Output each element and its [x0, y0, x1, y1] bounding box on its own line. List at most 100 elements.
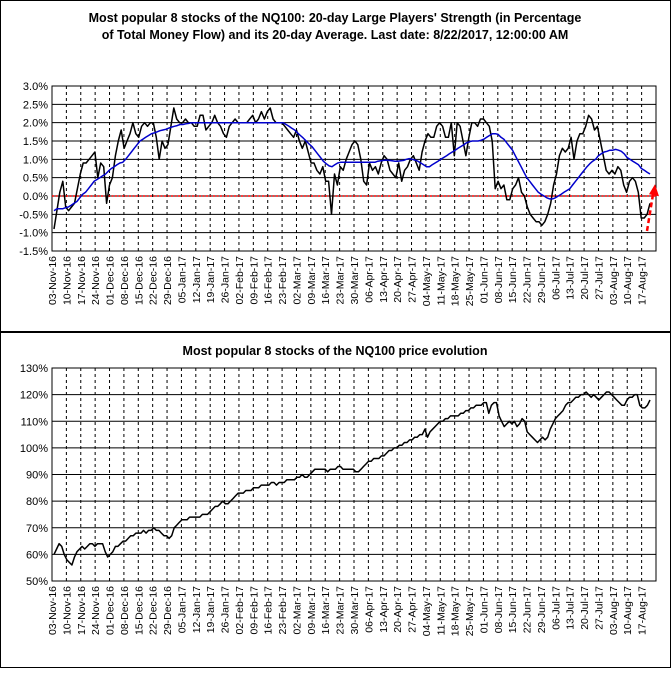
- bottom-x-tick-label: 19-Jan-17: [205, 586, 217, 633]
- bottom-x-tick-label: 13-Apr-17: [378, 586, 390, 633]
- top-x-tick-label: 01-Dec-16: [105, 256, 117, 305]
- top-plot-border: [51, 85, 657, 252]
- top-x-tick-label: 17-Nov-16: [76, 256, 88, 305]
- bottom-x-tick-label: 27-Jul-17: [593, 586, 605, 630]
- bottom-y-tick-label: 90%: [26, 470, 48, 482]
- bottom-x-tick-label: 09-Mar-17: [306, 586, 318, 635]
- top-x-tick-label: 06-Jul-17: [550, 256, 562, 300]
- top-x-tick-label: 16-Mar-17: [320, 256, 332, 305]
- top-y-tick-label: 2.5%: [23, 99, 48, 111]
- top-plot-area: -1.5% -1.0% -0.5% 0.0% 0.5% 1.0% 1.5% 2.0% 2.5% 3…: [19, 81, 659, 306]
- top-y-tick-label: 0.5%: [23, 173, 48, 185]
- bottom-x-tick-label: 29-Jun-17: [536, 586, 548, 633]
- bottom-x-tick-label: 23-Feb-17: [277, 586, 289, 635]
- top-x-tick-label: 09-Feb-17: [248, 256, 260, 305]
- top-x-tick-label: 26-Jan-17: [220, 256, 232, 303]
- bottom-x-tick-label: 13-Jul-17: [565, 586, 577, 630]
- bottom-x-tick-label: 22-Jun-17: [522, 586, 534, 633]
- bottom-y-tick-label: 60%: [26, 549, 48, 561]
- top-x-tick-label: 16-Feb-17: [263, 256, 275, 305]
- bottom-y-tick-label: 110%: [21, 416, 49, 428]
- bottom-x-tick-label: 01-Dec-16: [105, 586, 117, 635]
- top-x-tick-label: 10-Nov-16: [61, 256, 73, 305]
- bottom-x-tick-label: 16-Mar-17: [320, 586, 332, 635]
- bottom-x-tick-label: 20-Apr-17: [392, 586, 404, 633]
- bottom-x-tick-label: 04-May-17: [421, 586, 433, 636]
- bottom-x-tick-label: 17-Aug-17: [637, 586, 649, 635]
- top-x-tick-label: 06-Apr-17: [363, 256, 375, 303]
- top-y-tick-label: 2.0%: [23, 118, 48, 130]
- bottom-x-tick-label: 06-Jul-17: [550, 586, 562, 630]
- top-x-tick-label: 02-Feb-17: [234, 256, 246, 305]
- top-x-tick-label: 10-Aug-17: [622, 256, 634, 305]
- top-x-tick-label: 04-May-17: [421, 256, 433, 306]
- top-x-tick-label: 12-Jan-17: [191, 256, 203, 303]
- bottom-y-tick-label: 120%: [20, 390, 48, 402]
- bottom-x-tick-label: 01-Jun-17: [478, 586, 490, 633]
- top-x-tick-label: 30-Mar-17: [349, 256, 361, 305]
- top-x-tick-label: 08-Jun-17: [493, 256, 505, 303]
- bottom-x-tick-label: 30-Mar-17: [349, 586, 361, 635]
- bottom-x-tick-label: 11-May-17: [435, 586, 447, 636]
- top-trend-arrow-head: [649, 184, 659, 197]
- top-x-tick-label: 02-Mar-17: [291, 256, 303, 305]
- top-y-tick-label: -1.0%: [19, 228, 48, 240]
- bottom-x-tick-label: 27-Apr-17: [407, 586, 419, 633]
- top-x-tick-label: 20-Jul-17: [579, 256, 591, 300]
- bottom-x-tick-label: 22-Dec-16: [148, 586, 160, 635]
- top-x-tick-label: 23-Mar-17: [335, 256, 347, 305]
- top-y-tick-label: 0.0%: [23, 191, 48, 203]
- top-x-tick-label: 18-May-17: [450, 256, 462, 306]
- bottom-y-tick-label: 130%: [20, 363, 48, 375]
- bottom-x-tick-label: 09-Feb-17: [248, 586, 260, 635]
- bottom-x-tick-label: 29-Dec-16: [162, 586, 174, 635]
- bottom-x-tick-label: 15-Dec-16: [133, 586, 145, 635]
- top-x-tick-label: 27-Jul-17: [593, 256, 605, 300]
- top-x-tick-label: 03-Nov-16: [47, 256, 59, 305]
- bottom-x-tick-label: 08-Dec-16: [119, 586, 131, 635]
- bottom-x-tick-label: 23-Mar-17: [335, 586, 347, 635]
- top-chart-title-line1: Most popular 8 stocks of the NQ100: 20-d…: [89, 11, 582, 25]
- bottom-series-line-0: [53, 391, 651, 566]
- top-series-line-1: [53, 121, 651, 212]
- top-x-tick-label: 13-Apr-17: [378, 256, 390, 303]
- top-x-tick-label: 24-Nov-16: [90, 256, 102, 305]
- top-y-tick-label: -0.5%: [19, 209, 48, 221]
- bottom-x-tick-label: 06-Apr-17: [363, 586, 375, 633]
- bottom-chart-frame: [0, 332, 671, 668]
- bottom-x-tick-label: 12-Jan-17: [191, 586, 203, 633]
- bottom-x-tick-label: 25-May-17: [464, 586, 476, 636]
- top-x-tick-label: 20-Apr-17: [392, 256, 404, 303]
- top-chart-title-line2: of Total Money Flow) and its 20-day Aver…: [102, 28, 569, 42]
- bottom-x-tick-label: 03-Nov-16: [47, 586, 59, 635]
- top-x-tick-label: 17-Aug-17: [637, 256, 649, 305]
- top-x-tick-label: 08-Dec-16: [119, 256, 131, 305]
- bottom-x-tick-label: 26-Jan-17: [220, 586, 232, 633]
- top-x-tick-label: 15-Dec-16: [133, 256, 145, 305]
- top-x-tick-label: 03-Aug-17: [608, 256, 620, 305]
- bottom-x-tick-label: 05-Jan-17: [176, 586, 188, 633]
- top-series-line-0: [53, 107, 651, 230]
- top-x-tick-label: 29-Jun-17: [536, 256, 548, 303]
- bottom-y-tick-label: 80%: [26, 496, 48, 508]
- bottom-y-tick-label: 70%: [26, 523, 48, 535]
- bottom-x-tick-label: 15-Jun-17: [507, 586, 519, 633]
- bottom-plot-border: [51, 367, 657, 582]
- top-trend-arrow-shaft: [645, 188, 656, 232]
- bottom-x-tick-label: 02-Mar-17: [291, 586, 303, 635]
- bottom-x-tick-label: 16-Feb-17: [263, 586, 275, 635]
- top-x-tick-label: 23-Feb-17: [277, 256, 289, 305]
- top-x-tick-label: 15-Jun-17: [507, 256, 519, 303]
- bottom-x-tick-label: 02-Feb-17: [234, 586, 246, 635]
- top-x-tick-label: 22-Jun-17: [522, 256, 534, 303]
- bottom-y-tick-label: 50%: [26, 576, 48, 588]
- top-x-tick-label: 11-May-17: [435, 256, 447, 306]
- top-x-tick-label: 27-Apr-17: [407, 256, 419, 303]
- top-y-tick-label: 3.0%: [23, 81, 48, 93]
- top-x-tick-label: 29-Dec-16: [162, 256, 174, 305]
- top-x-tick-label: 13-Jul-17: [565, 256, 577, 300]
- bottom-x-tick-label: 18-May-17: [450, 586, 462, 636]
- bottom-x-tick-label: 17-Nov-16: [76, 586, 88, 635]
- bottom-x-tick-label: 10-Nov-16: [61, 586, 73, 635]
